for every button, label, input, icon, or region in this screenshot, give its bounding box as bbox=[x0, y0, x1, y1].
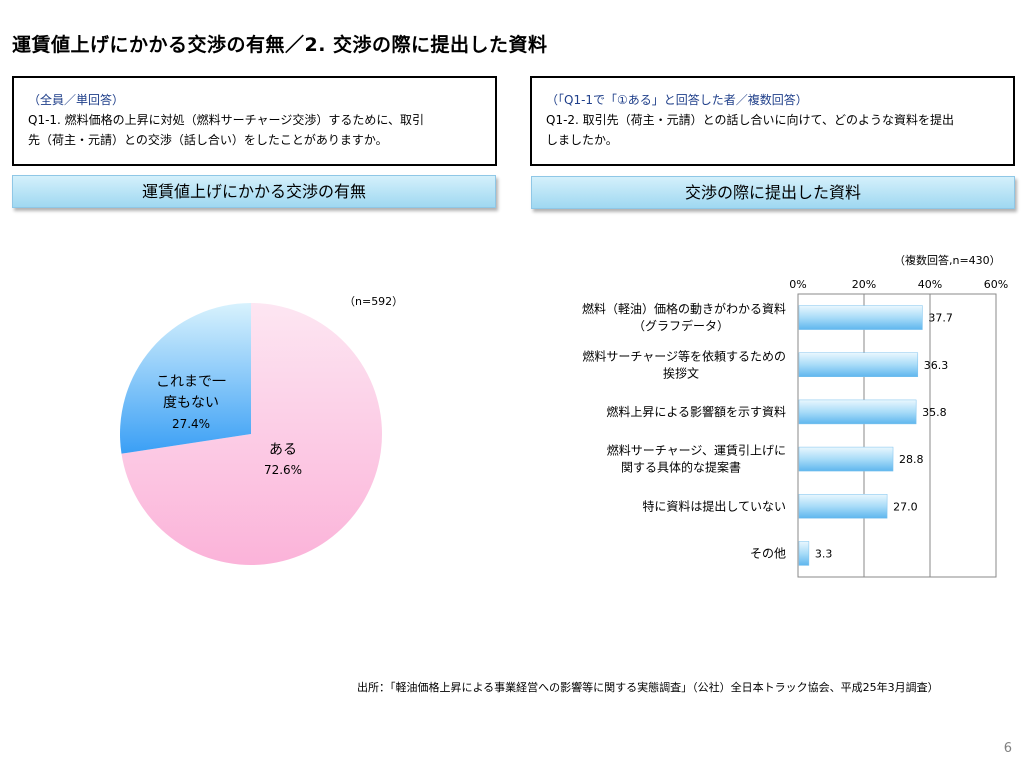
bar-plot-frame bbox=[797, 293, 997, 578]
pie-value-never: 27.4% bbox=[172, 417, 210, 431]
bar-mark bbox=[798, 399, 917, 425]
bar-x-tick-label: 0% bbox=[789, 278, 806, 291]
question-box-left: （全員／単回答） Q1-1. 燃料価格の上昇に対処（燃料サーチャージ交渉）するた… bbox=[12, 76, 497, 166]
bar-value-label: 36.3 bbox=[924, 359, 949, 372]
pie-label-never-line: これまで一 bbox=[156, 374, 226, 390]
bar-x-tick-label: 60% bbox=[984, 278, 1008, 291]
bar-value-label: 35.8 bbox=[922, 406, 947, 419]
pie-label-never-line: 度もない bbox=[163, 395, 219, 411]
bar-x-tick-label: 20% bbox=[852, 278, 876, 291]
question-right-line2: しましたか。 bbox=[546, 133, 618, 147]
pie-section-header: 運賃値上げにかかる交渉の有無 bbox=[12, 175, 496, 208]
bar-value-label: 3.3 bbox=[815, 547, 833, 560]
bar-category-label: 挨拶文 bbox=[663, 365, 699, 380]
bar-category-label: 燃料サーチャージ、運賃引上げに bbox=[607, 443, 786, 458]
bar-section-header: 交渉の際に提出した資料 bbox=[531, 176, 1015, 209]
bar-category-label: その他 bbox=[750, 546, 786, 560]
bar-chart: 0% 20% 40% 60% 37.7 燃料（軽油）価格の動きがわかる資料 （グラフデータ）… bbox=[582, 278, 1008, 578]
bar-mark bbox=[798, 305, 923, 330]
bar-mark bbox=[798, 541, 810, 566]
bar-category-label: 燃料（軽油）価格の動きがわかる資料 bbox=[582, 301, 786, 316]
bar-category-label: （グラフデータ） bbox=[633, 318, 729, 333]
bar-value-label: 37.7 bbox=[928, 312, 953, 325]
page-number: 6 bbox=[1003, 741, 1012, 756]
question-box-right: （「Q1-1で「①ある」と回答した者／複数回答） Q1-2. 取引先（荷主・元請… bbox=[530, 76, 1015, 166]
bar-mark bbox=[798, 352, 919, 377]
source-note: 出所：「軽油価格上昇による事業経営への影響等に関する実態調査」（公社）全日本トラ… bbox=[357, 681, 939, 694]
bar-sample-note: （複数回答,n=430） bbox=[894, 254, 1001, 267]
question-left-line2: 先（荷主・元請）との交渉（話し合い）をしたことがありますか。 bbox=[28, 133, 388, 147]
pie-label-aru: ある bbox=[269, 442, 297, 458]
bar-mark bbox=[798, 446, 894, 472]
bar-category-label: 関する具体的な提案書 bbox=[621, 460, 741, 475]
question-right-subtitle: （「Q1-1で「①ある」と回答した者／複数回答） bbox=[546, 93, 808, 107]
pie-slice-aru bbox=[121, 303, 382, 565]
question-left-subtitle: （全員／単回答） bbox=[28, 93, 125, 107]
question-right-line1: Q1-2. 取引先（荷主・元請）との話し合いに向けて、どのような資料を提出 bbox=[546, 113, 954, 127]
bar-value-label: 27.0 bbox=[893, 500, 918, 513]
page-title: 運賃値上げにかかる交渉の有無／2. 交渉の際に提出した資料 bbox=[12, 34, 548, 56]
bar-x-tick-label: 40% bbox=[918, 278, 942, 291]
pie-slice-never bbox=[120, 303, 251, 454]
bar-category-label: 燃料上昇による影響額を示す資料 bbox=[606, 404, 786, 419]
bar-mark bbox=[798, 494, 888, 519]
bar-category-label: 特に資料は提出していない bbox=[642, 498, 786, 513]
bar-value-label: 28.8 bbox=[899, 453, 924, 466]
bar-category-label: 燃料サーチャージ等を依頼するための bbox=[582, 348, 786, 363]
pie-sample-note: （n=592） bbox=[344, 295, 404, 308]
question-left-line1: Q1-1. 燃料価格の上昇に対処（燃料サーチャージ交渉）するために、取引 bbox=[28, 113, 424, 127]
pie-value-aru: 72.6% bbox=[264, 463, 302, 477]
